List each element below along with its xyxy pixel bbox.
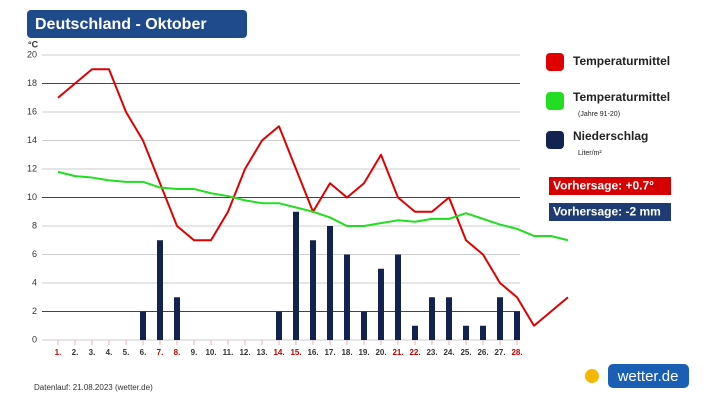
x-tick-label: 20.: [375, 348, 386, 357]
title-box: [27, 10, 247, 38]
bar: [429, 297, 435, 340]
logo-sun: [585, 369, 599, 383]
x-tick-label: 28.: [511, 348, 522, 357]
bar: [344, 254, 350, 340]
x-tick-label: 2.: [72, 348, 79, 357]
x-tick-label: 12.: [239, 348, 250, 357]
bar: [378, 268, 384, 340]
x-tick-label: 22.: [409, 348, 420, 357]
legend-swatch: [546, 92, 564, 110]
x-tick-label: 17.: [324, 348, 335, 357]
y-tick-label: 16: [27, 106, 37, 116]
legend-swatch: [546, 131, 564, 149]
x-tick-label: 3.: [89, 348, 96, 357]
annotation: Vorhersage: +0.7°: [553, 179, 654, 193]
y-tick-label: 6: [32, 249, 37, 259]
y-tick-label: 10: [27, 192, 37, 202]
annotation-box: [549, 177, 671, 195]
legend-label: Temperaturmittel: [573, 90, 670, 104]
x-tick-label: 18.: [341, 348, 352, 357]
x-tick-label: 16.: [307, 348, 318, 357]
x-tick-label: 1.: [55, 348, 62, 357]
annotation: Vorhersage: -2 mm: [553, 205, 661, 219]
bar: [361, 311, 367, 340]
y-tick-label: 20: [27, 49, 37, 59]
annotation-box: [549, 203, 671, 221]
x-tick-label: 26.: [477, 348, 488, 357]
logo-text: wetter.de: [617, 368, 679, 385]
bar: [327, 226, 333, 340]
x-tick-label: 15.: [290, 348, 301, 357]
bar: [395, 254, 401, 340]
bar: [157, 240, 163, 340]
y-tick-label: 14: [27, 135, 37, 145]
bar: [310, 240, 316, 340]
x-tick-label: 27.: [494, 348, 505, 357]
bar: [293, 211, 299, 340]
x-tick-label: 25.: [460, 348, 471, 357]
y-tick-label: 4: [32, 277, 37, 287]
legend-swatch: [546, 53, 564, 71]
x-tick-label: 9.: [191, 348, 198, 357]
bar: [140, 311, 146, 340]
chart-title: Deutschland - Oktober: [35, 16, 207, 33]
bar: [174, 297, 180, 340]
logo: wetter.de: [585, 364, 689, 388]
x-tick-label: 5.: [123, 348, 130, 357]
line: [57, 170, 569, 242]
bar: [480, 325, 486, 340]
y-tick-label: 18: [27, 78, 37, 88]
legend-label: Niederschlag: [573, 129, 648, 143]
x-tick-label: 21.: [392, 348, 403, 357]
bar: [514, 311, 520, 340]
y-tick-label: 8: [32, 220, 37, 230]
x-tick-label: 14.: [273, 348, 284, 357]
x-tick-label: 8.: [174, 348, 181, 357]
legend-sublabel: Liter/m²: [578, 150, 602, 157]
x-tick-label: 6.: [140, 348, 147, 357]
bar: [497, 297, 503, 340]
y-tick-label: 12: [27, 163, 37, 173]
bar: [446, 297, 452, 340]
y-tick-label: 2: [32, 306, 37, 316]
y-tick-label: 0: [32, 334, 37, 344]
bar: [463, 325, 469, 340]
legend-label: Temperaturmittel: [573, 54, 670, 68]
y-axis-label: °C: [28, 39, 39, 49]
x-tick-label: 19.: [358, 348, 369, 357]
x-tick-label: 13.: [256, 348, 267, 357]
x-tick-label: 10.: [205, 348, 216, 357]
footer: Datenlauf: 21.08.2023 (wetter.de): [34, 383, 153, 392]
x-tick-label: 4.: [106, 348, 113, 357]
logo-box: [608, 364, 689, 388]
x-tick-label: 23.: [426, 348, 437, 357]
bar: [412, 325, 418, 340]
bar: [276, 311, 282, 340]
x-tick-label: 11.: [223, 348, 234, 357]
legend-sublabel: (Jahre 91-20): [578, 111, 620, 118]
x-tick-label: 7.: [157, 348, 164, 357]
x-tick-label: 24.: [443, 348, 454, 357]
